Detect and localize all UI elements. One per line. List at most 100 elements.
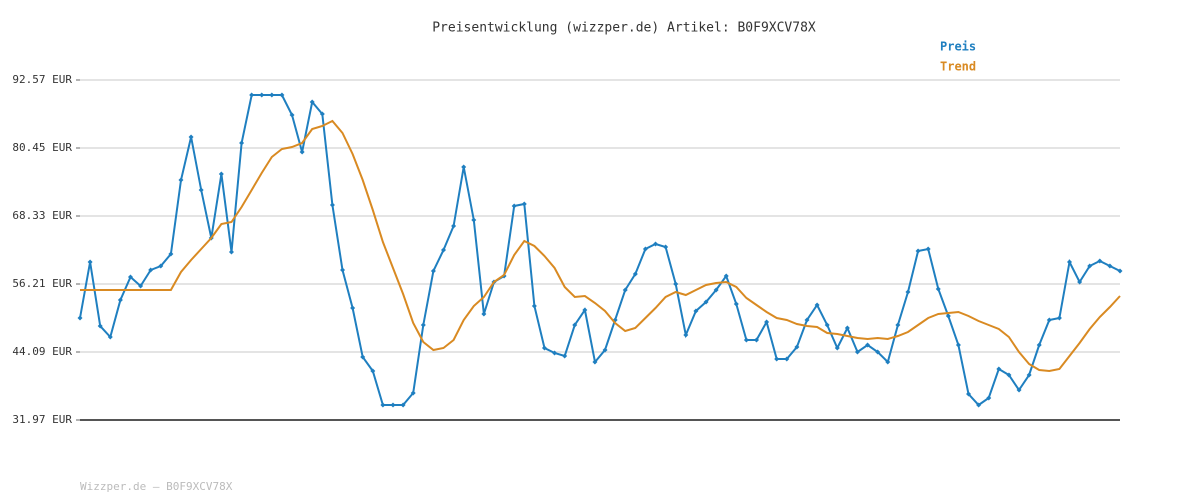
- point: [1056, 315, 1062, 321]
- legend-label: Trend: [940, 60, 976, 74]
- point: [986, 395, 992, 401]
- point: [299, 149, 305, 155]
- point: [440, 247, 446, 253]
- y-tick-label: 80.45 EUR: [12, 141, 72, 154]
- point: [642, 246, 648, 252]
- point: [1077, 279, 1083, 285]
- point: [875, 349, 881, 355]
- point: [168, 251, 174, 257]
- point: [854, 349, 860, 355]
- point: [794, 344, 800, 350]
- point: [693, 308, 699, 314]
- point: [451, 223, 457, 229]
- point: [572, 322, 578, 328]
- point: [1087, 263, 1093, 269]
- y-tick-label: 44.09 EUR: [12, 345, 72, 358]
- point: [713, 287, 719, 293]
- point: [1006, 372, 1012, 378]
- point: [723, 273, 729, 279]
- point: [733, 301, 739, 307]
- point: [804, 317, 810, 323]
- point: [340, 267, 346, 273]
- point: [370, 368, 376, 374]
- point: [471, 217, 477, 223]
- point: [743, 337, 749, 343]
- point: [885, 359, 891, 365]
- point: [622, 287, 628, 293]
- point: [552, 350, 558, 356]
- point: [905, 289, 911, 295]
- point: [895, 322, 901, 328]
- y-tick-label: 31.97 EUR: [12, 413, 72, 426]
- point: [158, 263, 164, 269]
- point: [239, 140, 245, 146]
- point: [259, 92, 265, 98]
- point: [562, 353, 568, 359]
- point: [1117, 268, 1123, 274]
- point: [127, 274, 133, 280]
- point: [360, 354, 366, 360]
- point: [764, 319, 770, 325]
- point: [935, 286, 941, 292]
- point: [844, 325, 850, 331]
- footer: Wizzper.de – B0F9XCV78X: [80, 480, 233, 493]
- legend-label: Preis: [940, 40, 976, 54]
- point: [673, 281, 679, 287]
- point: [955, 342, 961, 348]
- point: [461, 164, 467, 170]
- point: [269, 92, 275, 98]
- point: [925, 246, 931, 252]
- point: [87, 259, 93, 265]
- point: [632, 271, 638, 277]
- point: [865, 342, 871, 348]
- point: [976, 402, 982, 408]
- point: [188, 134, 194, 140]
- point: [511, 203, 517, 209]
- point: [178, 177, 184, 183]
- point: [966, 391, 972, 397]
- point: [350, 305, 356, 311]
- point: [309, 99, 315, 105]
- y-tick-label: 56.21 EUR: [12, 277, 72, 290]
- point: [703, 299, 709, 305]
- point: [1046, 317, 1052, 323]
- point: [481, 311, 487, 317]
- point: [249, 92, 255, 98]
- point: [430, 268, 436, 274]
- point: [1036, 342, 1042, 348]
- point: [592, 359, 598, 365]
- point: [410, 390, 416, 396]
- point: [945, 313, 951, 319]
- point: [824, 322, 830, 328]
- point: [319, 111, 325, 117]
- point: [683, 332, 689, 338]
- point: [1067, 259, 1073, 265]
- point: [531, 303, 537, 309]
- point: [653, 241, 659, 247]
- point: [218, 171, 224, 177]
- point: [541, 345, 547, 351]
- point: [754, 337, 760, 343]
- point: [390, 402, 396, 408]
- point: [521, 201, 527, 207]
- point: [663, 244, 669, 250]
- point: [1016, 387, 1022, 393]
- point: [148, 267, 154, 273]
- series-line: [80, 119, 1121, 373]
- point: [97, 323, 103, 329]
- point: [784, 356, 790, 362]
- point: [420, 322, 426, 328]
- point: [279, 92, 285, 98]
- point: [400, 402, 406, 408]
- y-tick-label: 68.33 EUR: [12, 209, 72, 222]
- point: [1097, 258, 1103, 264]
- y-tick-label: 92.57 EUR: [12, 73, 72, 86]
- point: [814, 302, 820, 308]
- point: [915, 248, 921, 254]
- point: [380, 402, 386, 408]
- point: [117, 297, 123, 303]
- point: [107, 334, 113, 340]
- point: [996, 366, 1002, 372]
- point: [582, 307, 588, 313]
